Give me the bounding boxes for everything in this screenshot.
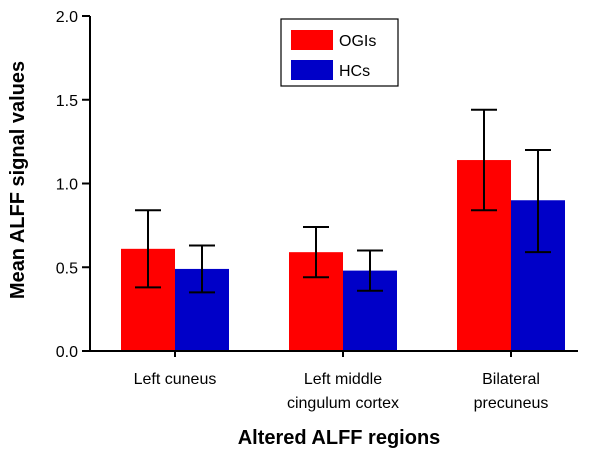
y-axis-title: Mean ALFF signal values — [7, 61, 29, 299]
legend-label-hcs: HCs — [339, 63, 370, 80]
x-category-label: Left middle — [304, 371, 382, 388]
legend: OGIs HCs — [280, 18, 399, 87]
legend-swatch-ogis — [291, 30, 333, 50]
x-category-label: precuneus — [474, 395, 549, 412]
y-ticks-group: 0.0 0.5 1.0 1.5 2.0 — [56, 9, 90, 361]
y-tick-label: 1.5 — [56, 93, 78, 110]
x-axis-title: Altered ALFF regions — [238, 427, 441, 449]
legend-label-ogis: OGIs — [339, 33, 376, 50]
x-category-label: cingulum cortex — [287, 395, 399, 412]
x-category-label: Left cuneus — [134, 371, 217, 388]
y-tick-label: 1.0 — [56, 177, 78, 194]
y-tick-label: 0.0 — [56, 344, 78, 361]
bars-group — [121, 160, 565, 351]
y-tick-label: 2.0 — [56, 9, 78, 26]
y-tick-label: 0.5 — [56, 260, 78, 277]
x-category-labels-group: Left cuneus Left middle cingulum cortex Bil… — [134, 351, 549, 412]
error-bars-group — [135, 108, 551, 294]
legend-swatch-hcs — [291, 60, 333, 80]
x-category-label: Bilateral — [482, 371, 540, 388]
